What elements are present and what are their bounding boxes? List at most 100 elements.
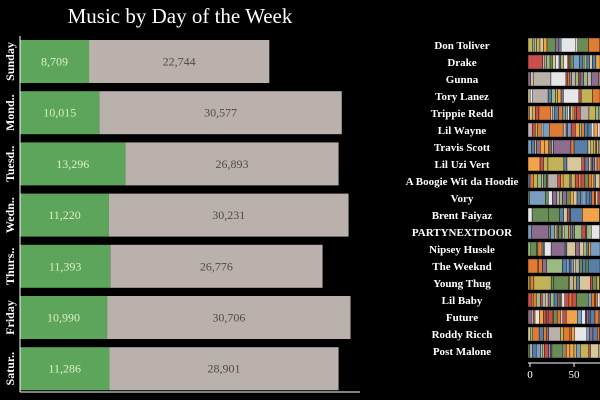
artist-label: The Weeknd bbox=[432, 261, 491, 273]
artist-bar-segment bbox=[584, 156, 589, 172]
artist-bar-segment bbox=[584, 122, 589, 138]
bar-value-label: 11,286 bbox=[48, 362, 81, 376]
artist-bar-segment bbox=[588, 292, 592, 308]
artist-bar-segment bbox=[570, 224, 573, 240]
artist-bar-segment bbox=[565, 309, 578, 325]
bar-segment-2 bbox=[107, 296, 351, 339]
artist-bar-segment bbox=[593, 122, 598, 138]
artist-bar-segment bbox=[549, 122, 564, 138]
artist-bar-segment bbox=[527, 292, 533, 308]
artist-bar-segment bbox=[569, 326, 572, 342]
artist-bar-segment bbox=[553, 105, 559, 121]
artist-bar-segment bbox=[586, 54, 590, 70]
artist-bar-segment bbox=[587, 139, 591, 155]
artist-label: Vory bbox=[451, 193, 474, 205]
artist-bar-segment bbox=[535, 343, 541, 359]
artist-bar-segment bbox=[579, 54, 584, 70]
artist-bar-segment bbox=[572, 105, 576, 121]
artist-bar-segment bbox=[581, 190, 587, 206]
artist-bar-segment bbox=[571, 71, 576, 87]
artist-bar-segment bbox=[569, 54, 574, 70]
x-tick-label: 50 bbox=[569, 369, 581, 381]
artist-bar-segment bbox=[568, 258, 572, 274]
artist-bar-segment bbox=[573, 258, 576, 274]
artist-bar-segment bbox=[569, 71, 572, 87]
artist-bar-segment bbox=[592, 88, 600, 104]
artist-bar-segment bbox=[539, 309, 544, 325]
bar-value-label: 26,776 bbox=[200, 259, 233, 273]
artist-label: PARTYNEXTDOOR bbox=[412, 227, 513, 239]
bar-value-label: 10,990 bbox=[47, 311, 80, 325]
artist-bar-segment bbox=[590, 241, 600, 257]
artist-label: Lil Wayne bbox=[438, 125, 487, 137]
artist-bar-segment bbox=[596, 139, 599, 155]
artist-bar-segment bbox=[598, 309, 600, 325]
artist-bar-segment bbox=[543, 37, 548, 53]
artist-bar-segment bbox=[581, 122, 585, 138]
artist-bar-segment bbox=[582, 258, 587, 274]
artist-bar-segment bbox=[544, 54, 547, 70]
artist-bar-segment bbox=[547, 309, 553, 325]
artist-bar-segment bbox=[562, 258, 567, 274]
artist-bar-segment bbox=[586, 326, 590, 342]
artist-bar-segment bbox=[570, 258, 574, 274]
artist-bar-segment bbox=[561, 292, 565, 308]
artist-bar-segment bbox=[590, 156, 593, 172]
artist-bar-segment bbox=[538, 105, 552, 121]
artist-bar-segment bbox=[591, 292, 595, 308]
artist-bar-segment bbox=[546, 258, 563, 274]
artist-bar-segment bbox=[533, 275, 552, 291]
artist-bar-segment bbox=[555, 37, 560, 53]
bar-segment-2 bbox=[99, 91, 342, 135]
artist-bar-segment bbox=[590, 173, 595, 189]
artist-bar-segment bbox=[574, 105, 577, 121]
artist-bar-segment bbox=[576, 105, 581, 121]
artist-bar-segment bbox=[581, 156, 586, 172]
artist-bar-segment bbox=[578, 173, 582, 189]
artist-bar-segment bbox=[568, 224, 571, 240]
artist-bar-segment bbox=[531, 224, 549, 240]
artist-bar-segment bbox=[573, 343, 577, 359]
artist-bar-segment bbox=[531, 139, 535, 155]
artist-bar-segment bbox=[592, 275, 598, 291]
artist-bar-segment bbox=[570, 105, 574, 121]
artist-bar-segment bbox=[586, 241, 589, 257]
category-label: Satur.. bbox=[3, 352, 17, 386]
artist-bar-segment bbox=[580, 88, 593, 104]
artist-bar-segment bbox=[538, 326, 544, 342]
artist-bar-segment bbox=[550, 343, 553, 359]
artist-bar-segment bbox=[577, 37, 589, 53]
artist-bar-segment bbox=[580, 173, 586, 189]
artist-bar-segment bbox=[566, 241, 576, 257]
artist-bar-segment bbox=[547, 156, 565, 172]
artist-bar-segment bbox=[527, 309, 532, 325]
artist-bar-segment bbox=[532, 88, 549, 104]
artist-bar-segment bbox=[595, 292, 598, 308]
artist-bar-segment bbox=[588, 105, 596, 121]
artist-bar-segment bbox=[548, 190, 553, 206]
artist-bar-segment bbox=[544, 190, 549, 206]
artist-bar-segment bbox=[549, 54, 553, 70]
artist-bar-segment bbox=[569, 343, 575, 359]
artist-bar-segment bbox=[563, 224, 569, 240]
artist-bar-segment bbox=[542, 258, 547, 274]
artist-bar-segment bbox=[588, 173, 592, 189]
artist-bar-segment bbox=[551, 139, 554, 155]
artist-bar-segment bbox=[551, 343, 564, 359]
artist-bar-segment bbox=[573, 54, 580, 70]
artist-bar-segment bbox=[544, 241, 552, 257]
artist-bar-segment bbox=[548, 207, 560, 223]
artist-bar-segment bbox=[541, 173, 544, 189]
artist-bar-segment bbox=[531, 105, 536, 121]
artist-bar-segment bbox=[589, 54, 593, 70]
artist-bar-segment bbox=[527, 173, 531, 189]
artist-bar-segment bbox=[579, 275, 591, 291]
artist-bar-segment bbox=[548, 343, 551, 359]
artist-bar-segment bbox=[543, 173, 547, 189]
artist-bar-segment bbox=[562, 190, 567, 206]
artist-bar-segment bbox=[582, 207, 600, 223]
artist-bar-segment bbox=[543, 326, 547, 342]
artist-bar-segment bbox=[597, 326, 600, 342]
artist-bar-segment bbox=[596, 156, 600, 172]
